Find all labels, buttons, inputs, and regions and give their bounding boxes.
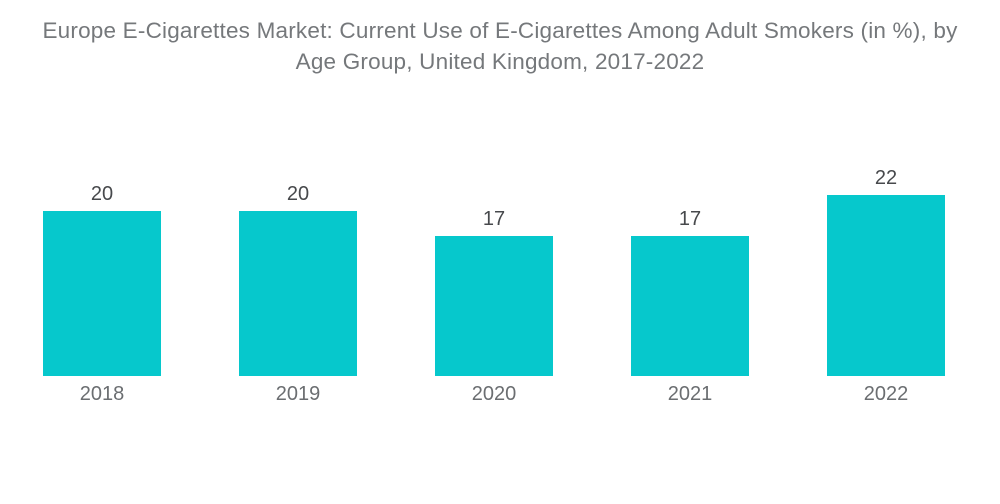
x-axis-label: 2022 bbox=[863, 383, 909, 405]
bar-value-label: 17 bbox=[678, 207, 702, 230]
bar-value-label: 22 bbox=[874, 166, 898, 189]
chart-title-text: Europe E-Cigarettes Market: Current Use … bbox=[42, 18, 958, 74]
bar-value-label: 17 bbox=[482, 207, 506, 230]
chart-column: 20 2018 bbox=[4, 0, 200, 412]
bar-chart: 20 2018 20 2019 17 2020 17 2021 22 2022 bbox=[4, 0, 984, 412]
x-axis-label: 2020 bbox=[471, 383, 517, 405]
x-axis-label: 2019 bbox=[275, 383, 321, 405]
bar bbox=[239, 211, 357, 376]
bar bbox=[435, 235, 553, 376]
x-axis-label: 2018 bbox=[79, 383, 125, 405]
bar-value-label: 20 bbox=[90, 183, 114, 205]
chart-title: Europe E-Cigarettes Market: Current Use … bbox=[0, 15, 1000, 77]
chart-column: 17 2020 bbox=[396, 0, 592, 412]
x-axis-label: 2021 bbox=[667, 383, 713, 405]
chart-column: 22 2022 bbox=[788, 0, 984, 412]
bar bbox=[631, 235, 749, 376]
bar bbox=[827, 194, 945, 376]
bar bbox=[43, 211, 161, 376]
chart-column: 20 2019 bbox=[200, 0, 396, 412]
bar-value-label: 20 bbox=[286, 183, 310, 205]
chart-column: 17 2021 bbox=[592, 0, 788, 412]
